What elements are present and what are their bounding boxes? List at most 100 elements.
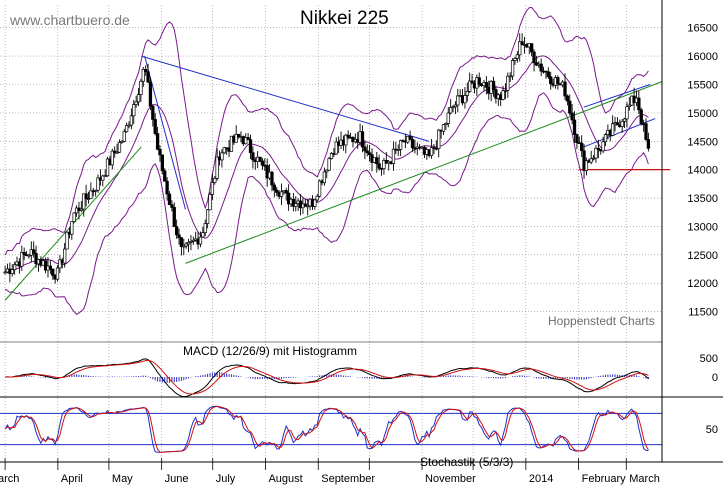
candle-body xyxy=(275,189,279,193)
macd-panel xyxy=(5,358,649,398)
candle-body xyxy=(120,140,124,143)
candle-body xyxy=(627,104,631,108)
candle-body xyxy=(124,125,129,133)
candle-body xyxy=(236,133,241,138)
candle-body xyxy=(208,194,212,211)
candle-body xyxy=(503,89,508,92)
candle-body xyxy=(344,134,348,146)
candle-body xyxy=(220,152,224,161)
macd-tick-label: 0 xyxy=(712,372,718,384)
price-tick-label: 13500 xyxy=(687,193,718,205)
candle-body xyxy=(365,150,369,154)
candle-body xyxy=(151,105,155,120)
candle-body xyxy=(508,75,512,78)
candle-body xyxy=(518,41,522,56)
candle-body xyxy=(82,193,86,210)
candle-body xyxy=(360,131,365,148)
candle-body xyxy=(270,171,274,186)
candle-body xyxy=(48,265,53,270)
candle-body xyxy=(396,149,400,151)
candle-body xyxy=(105,158,110,177)
candle-body xyxy=(646,139,651,149)
candle-body xyxy=(398,140,403,150)
candle-body xyxy=(303,203,307,207)
candle-body xyxy=(34,253,38,265)
stochastic-tick-label: 50 xyxy=(706,424,718,436)
candle-body xyxy=(429,147,434,156)
candle-body xyxy=(456,95,460,106)
candle-body xyxy=(155,133,160,150)
bollinger-band xyxy=(4,92,649,315)
candle-body xyxy=(184,243,188,247)
candle-body xyxy=(448,107,453,114)
candle-body xyxy=(317,180,322,197)
candle-body xyxy=(72,212,76,222)
chart-credit: Hoppenstedt Charts xyxy=(548,314,655,328)
candle-body xyxy=(367,152,372,156)
candle-body xyxy=(117,142,122,153)
candle-body xyxy=(132,104,136,117)
candle-body xyxy=(198,236,203,245)
x-tick-label: March xyxy=(629,473,660,485)
candle-body xyxy=(215,156,219,179)
candle-body xyxy=(446,112,450,124)
candle-body xyxy=(313,199,317,207)
candle-body xyxy=(591,157,596,160)
candle-body xyxy=(93,189,98,192)
candle-body xyxy=(129,115,134,126)
candle-body xyxy=(122,131,126,142)
site-watermark: www.chartbuero.de xyxy=(10,12,130,28)
macd-line xyxy=(5,358,649,398)
candle-body xyxy=(408,135,412,140)
candle-body xyxy=(251,152,255,161)
macd-label: MACD (12/26/9) mit Histogramm xyxy=(183,344,358,358)
candle-body xyxy=(568,100,572,114)
candle-body xyxy=(382,160,386,170)
price-bars xyxy=(3,33,651,284)
price-tick-label: 14500 xyxy=(687,136,718,148)
candle-body xyxy=(615,122,620,126)
candle-body xyxy=(322,171,327,184)
candle-body xyxy=(327,158,331,171)
candle-body xyxy=(165,180,169,195)
candle-body xyxy=(529,43,534,53)
candle-body xyxy=(444,123,448,126)
candle-body xyxy=(139,80,143,95)
x-tick-label: arch xyxy=(0,473,19,485)
bollinger-mid xyxy=(4,55,649,273)
candle-body xyxy=(163,170,167,182)
candle-body xyxy=(260,160,265,166)
candle-body xyxy=(484,82,489,88)
candle-body xyxy=(141,68,145,82)
candle-body xyxy=(160,154,165,172)
candle-body xyxy=(470,80,474,84)
candle-body xyxy=(363,146,367,152)
price-tick-label: 11500 xyxy=(688,307,718,319)
candle-body xyxy=(213,177,217,183)
candle-body xyxy=(306,205,310,208)
candle-body xyxy=(189,240,193,243)
candle-body xyxy=(177,234,181,239)
candle-body xyxy=(506,75,510,91)
candle-body xyxy=(622,118,627,122)
candle-body xyxy=(146,71,150,83)
candle-body xyxy=(477,77,481,85)
candle-body xyxy=(468,80,472,92)
candle-body xyxy=(465,91,469,96)
bollinger-bands xyxy=(4,6,649,315)
candle-body xyxy=(375,157,379,165)
candle-body xyxy=(284,190,288,194)
candle-body xyxy=(182,245,186,248)
candle-body xyxy=(556,77,560,85)
candle-body xyxy=(101,175,105,181)
candle-body xyxy=(286,192,291,205)
price-tick-label: 16000 xyxy=(687,51,718,63)
price-tick-label: 15500 xyxy=(687,79,718,91)
candle-body xyxy=(520,41,524,46)
chart-title: Nikkei 225 xyxy=(300,8,389,29)
candle-body xyxy=(491,80,496,90)
candle-body xyxy=(291,198,296,207)
candle-body xyxy=(65,231,69,250)
